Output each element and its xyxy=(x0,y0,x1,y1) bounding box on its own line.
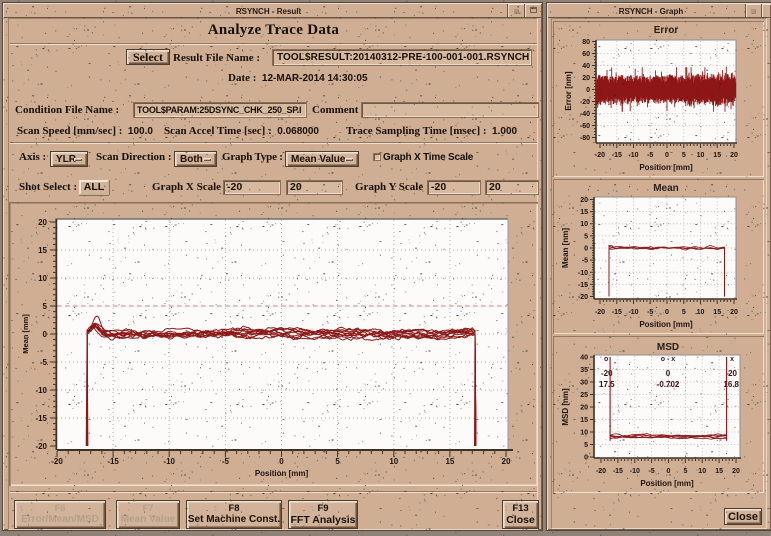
svg-text:40: 40 xyxy=(582,63,590,70)
svg-text:5: 5 xyxy=(683,468,687,475)
svg-text:5: 5 xyxy=(335,457,340,466)
svg-text:10: 10 xyxy=(580,221,588,228)
svg-text:20: 20 xyxy=(730,152,738,159)
svg-text:-15: -15 xyxy=(35,414,47,423)
svg-text:Position [mm]: Position [mm] xyxy=(639,320,693,329)
svg-text:-5: -5 xyxy=(222,457,230,466)
svg-text:60: 60 xyxy=(582,51,590,58)
svg-text:5: 5 xyxy=(584,233,588,240)
svg-text:15: 15 xyxy=(580,417,588,424)
svg-text:20: 20 xyxy=(582,75,590,82)
svg-text:10: 10 xyxy=(389,457,398,466)
svg-text:30: 30 xyxy=(580,380,588,387)
svg-text:Mean [nm]: Mean [nm] xyxy=(561,228,570,268)
svg-text:Error: Error xyxy=(654,25,679,36)
svg-text:20: 20 xyxy=(730,309,738,316)
svg-text:10: 10 xyxy=(697,309,705,316)
svg-text:20: 20 xyxy=(580,405,588,412)
svg-text:5: 5 xyxy=(682,309,686,316)
svg-text:-15: -15 xyxy=(613,468,623,475)
svg-text:40: 40 xyxy=(580,355,588,362)
svg-text:5: 5 xyxy=(584,442,588,449)
svg-text:-0.702: -0.702 xyxy=(657,380,680,389)
svg-text:-15: -15 xyxy=(612,152,622,159)
svg-text:15: 15 xyxy=(713,152,721,159)
svg-text:o - x: o - x xyxy=(661,356,675,363)
svg-text:Position [mm]: Position [mm] xyxy=(639,163,693,172)
svg-text:-20: -20 xyxy=(601,369,613,378)
svg-text:-20: -20 xyxy=(596,468,606,475)
svg-text:-5: -5 xyxy=(647,309,653,316)
svg-text:MSD [nm]: MSD [nm] xyxy=(561,388,570,426)
svg-text:5: 5 xyxy=(682,152,686,159)
svg-text:15: 15 xyxy=(713,309,721,316)
svg-text:25: 25 xyxy=(580,392,588,399)
svg-text:0: 0 xyxy=(584,455,588,462)
svg-text:-40: -40 xyxy=(580,111,590,118)
svg-text:-5: -5 xyxy=(582,258,588,265)
svg-text:15: 15 xyxy=(38,246,47,255)
svg-text:0: 0 xyxy=(667,468,671,475)
svg-text:Position [mm]: Position [mm] xyxy=(255,469,309,478)
svg-text:-20: -20 xyxy=(580,99,590,106)
svg-text:-15: -15 xyxy=(612,309,622,316)
svg-text:15: 15 xyxy=(445,457,454,466)
svg-text:20: 20 xyxy=(502,457,511,466)
svg-text:-10: -10 xyxy=(35,386,47,395)
svg-text:10: 10 xyxy=(697,152,705,159)
svg-text:-60: -60 xyxy=(580,123,590,130)
svg-text:-15: -15 xyxy=(578,282,588,289)
svg-text:-5: -5 xyxy=(40,358,48,367)
svg-text:0: 0 xyxy=(665,152,669,159)
svg-text:15: 15 xyxy=(580,209,588,216)
svg-text:MSD: MSD xyxy=(657,342,679,353)
svg-text:20: 20 xyxy=(580,197,588,204)
svg-text:20: 20 xyxy=(732,468,740,475)
svg-text:0: 0 xyxy=(279,457,284,466)
svg-text:10: 10 xyxy=(580,430,588,437)
svg-text:15: 15 xyxy=(715,468,723,475)
svg-text:-20: -20 xyxy=(595,309,605,316)
svg-text:Mean: Mean xyxy=(653,183,679,194)
svg-text:80: 80 xyxy=(582,39,590,46)
svg-text:x: x xyxy=(730,356,734,363)
svg-text:35: 35 xyxy=(580,367,588,374)
svg-text:-80: -80 xyxy=(580,135,590,142)
svg-text:-20: -20 xyxy=(595,152,605,159)
svg-text:-20: -20 xyxy=(51,457,63,466)
svg-text:0: 0 xyxy=(666,369,671,378)
svg-text:-10: -10 xyxy=(628,152,638,159)
svg-text:0: 0 xyxy=(43,330,48,339)
svg-text:16.8: 16.8 xyxy=(723,380,739,389)
svg-text:-20: -20 xyxy=(35,442,47,451)
svg-text:0: 0 xyxy=(665,309,669,316)
svg-text:17.5: 17.5 xyxy=(599,380,615,389)
svg-text:Error [nm]: Error [nm] xyxy=(564,71,573,110)
svg-text:Position [mm]: Position [mm] xyxy=(640,479,694,488)
svg-text:-5: -5 xyxy=(647,152,653,159)
svg-text:-10: -10 xyxy=(163,457,175,466)
svg-text:o: o xyxy=(604,356,608,363)
svg-text:10: 10 xyxy=(38,274,47,283)
svg-text:0: 0 xyxy=(586,87,590,94)
svg-text:-10: -10 xyxy=(630,468,640,475)
svg-text:Mean [mm]: Mean [mm] xyxy=(21,314,30,354)
svg-text:-10: -10 xyxy=(628,309,638,316)
svg-text:20: 20 xyxy=(38,218,47,227)
svg-text:-15: -15 xyxy=(107,457,119,466)
svg-text:-5: -5 xyxy=(648,468,654,475)
svg-text:0: 0 xyxy=(584,246,588,253)
svg-text:-20: -20 xyxy=(578,294,588,301)
svg-text:-10: -10 xyxy=(578,270,588,277)
svg-text:10: 10 xyxy=(698,468,706,475)
svg-text:5: 5 xyxy=(43,302,48,311)
svg-text:-20: -20 xyxy=(725,369,737,378)
